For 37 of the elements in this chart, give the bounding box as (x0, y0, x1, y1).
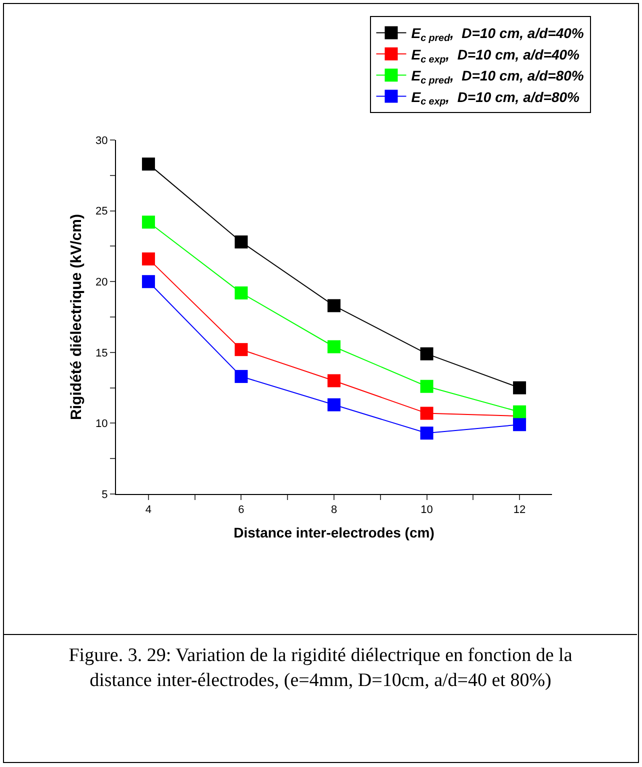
point (234, 370, 248, 383)
legend-label: E$_{c exp}$, D=10 cm, a/d=40% (411, 46, 580, 66)
legend-label: E$_{c pred}$, D=10 cm, a/d=40% (411, 25, 584, 44)
legend-label: E$_{c exp}$, D=10 cm, a/d=80% (411, 88, 580, 108)
legend-label: E$_{c pred}$, D=10 cm, a/d=80% (411, 68, 584, 86)
point (513, 405, 526, 418)
point (234, 235, 248, 248)
y-tick-label: 25 (96, 206, 108, 218)
point (142, 216, 155, 229)
point (328, 340, 340, 354)
point (328, 299, 340, 312)
point (420, 426, 434, 440)
y-tick-label: 5 (102, 488, 108, 501)
x-tick-label: 12 (513, 504, 526, 516)
point (142, 252, 155, 266)
y-tick-label: 20 (96, 276, 108, 288)
y-axis-title: Rigidété diélectrique (kV/cm) (68, 214, 85, 420)
x-tick-label: 8 (330, 504, 338, 516)
point (328, 398, 340, 412)
point (420, 347, 434, 360)
x-axis-title: Distance inter-electrodes (cm) (234, 524, 434, 540)
y-tick-label: 30 (96, 134, 108, 147)
point (513, 381, 526, 394)
x-tick-label: 4 (145, 504, 152, 516)
point (328, 374, 340, 388)
point (142, 275, 155, 288)
point (234, 286, 248, 300)
y-tick-label: 15 (96, 347, 108, 360)
point (234, 343, 248, 356)
x-tick-label: 6 (238, 504, 244, 516)
x-tick-label: 10 (420, 504, 433, 516)
point (513, 418, 526, 432)
point (142, 158, 155, 171)
point (420, 380, 434, 393)
point (420, 406, 434, 420)
text: Figure. 3. 29: Variation de la rigidité diélectrique en fonction de la distance inter-électrodes, (e=4mm, D=10cm, a/d=40 et 80%) (4, 634, 637, 701)
y-tick-label: 10 (96, 418, 108, 430)
